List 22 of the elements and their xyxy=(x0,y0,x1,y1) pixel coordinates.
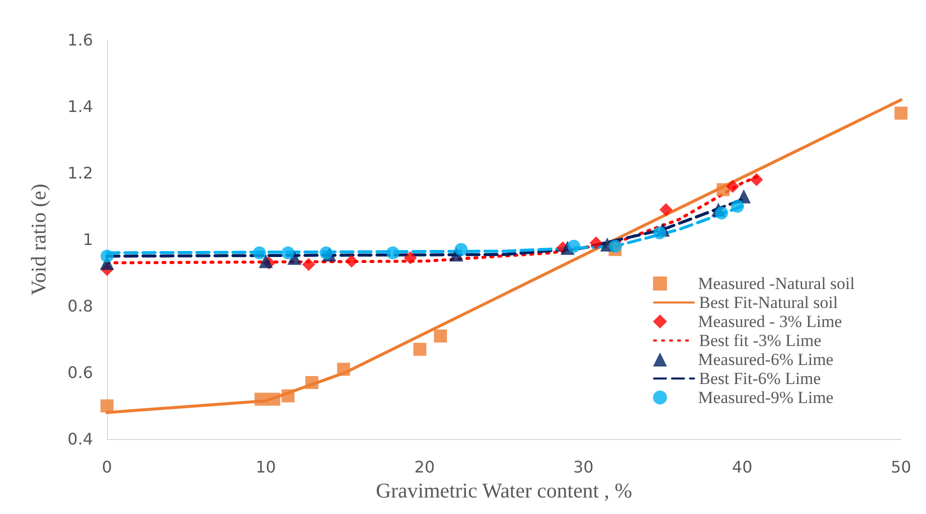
y-tick-label: 0.4 xyxy=(68,430,93,449)
legend-label: Measured - 3% Lime xyxy=(698,312,842,331)
y-tick-label: 1.2 xyxy=(68,164,93,183)
x-axis-title: Gravimetric Water content , % xyxy=(376,478,632,502)
x-tick-label: 10 xyxy=(256,458,276,477)
x-tick-label: 40 xyxy=(732,458,752,477)
y-tick-label: 0.6 xyxy=(68,363,93,382)
legend-label: Measured -Natural soil xyxy=(698,274,856,293)
legend-label: Measured-6% Lime xyxy=(698,350,834,369)
x-tick-label: 30 xyxy=(573,458,594,477)
y-tick-label: 1.6 xyxy=(68,30,93,50)
x-tick-label: 20 xyxy=(414,458,435,477)
y-tick-label: 0.8 xyxy=(68,296,93,316)
y-axis-title: Void ratio (e) xyxy=(26,184,50,296)
legend-label: Best fit -3% Lime xyxy=(699,331,822,350)
x-tick-label: 50 xyxy=(890,458,912,477)
legend-label: Best Fit-Natural soil xyxy=(699,293,838,312)
legend-label: Best Fit-6% Lime xyxy=(699,369,821,388)
legend-label: Measured-9% Lime xyxy=(698,388,834,407)
y-tick-label: 1 xyxy=(82,230,93,250)
x-tick-label: 0 xyxy=(102,458,112,477)
y-tick-label: 1.4 xyxy=(68,97,93,116)
